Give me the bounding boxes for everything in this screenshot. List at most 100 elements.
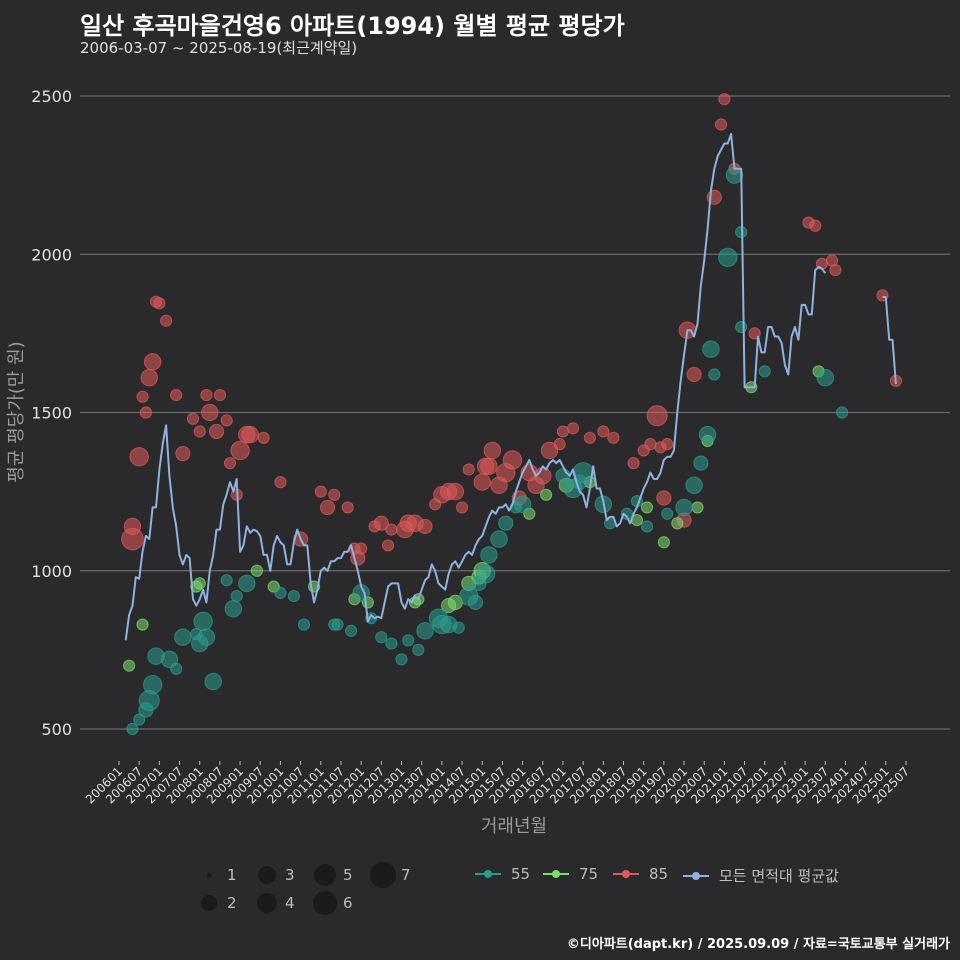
size-dot-icon (257, 865, 277, 885)
series-legend-item: 55 (475, 865, 530, 883)
scatter-point-55 (274, 586, 287, 600)
scatter-point-55 (685, 476, 703, 495)
scatter-point-85 (385, 523, 398, 536)
scatter-point-85 (230, 440, 250, 461)
size-legend-label: 4 (285, 894, 295, 912)
scatter-point-55 (331, 618, 344, 631)
scatter-point-85 (274, 476, 287, 489)
scatter-point-85 (140, 368, 159, 387)
scatter-point-55 (640, 520, 654, 533)
scatter-point-55 (133, 713, 146, 726)
scatter-point-85 (223, 457, 237, 470)
avg-line-segment (882, 296, 897, 385)
scatter-point-85 (208, 423, 225, 440)
grid-layer (80, 95, 950, 730)
scatter-point-75 (671, 517, 684, 530)
scatter-point-55 (490, 530, 508, 548)
legend-line-icon (683, 871, 709, 880)
scatter-point-55 (693, 455, 709, 471)
size-legend-item: 5 (311, 862, 353, 888)
scatter-point-85 (462, 463, 475, 476)
scatter-point-55 (758, 365, 771, 378)
scatter-point-55 (452, 621, 465, 634)
scatter-point-85 (213, 388, 226, 402)
scatter-point-55 (395, 653, 408, 666)
y-tick-label: 2500 (31, 87, 72, 106)
scatter-point-85 (644, 438, 657, 451)
scatter-point-55 (287, 589, 300, 603)
size-legend-item: 7 (369, 862, 411, 888)
scatter-point-55 (498, 515, 514, 531)
legend: 1 2 3 4 5 6 7 55 75 85 모든 면적대 평균값 (195, 862, 895, 922)
size-dot-icon (313, 891, 337, 915)
scatter-point-85 (597, 425, 610, 438)
scatter-point-85 (661, 438, 674, 451)
scatter-point-85 (201, 403, 219, 422)
scatter-point-85 (829, 263, 842, 277)
scatter-point-85 (121, 527, 144, 551)
size-legend-item: 3 (253, 862, 295, 888)
scatter-point-55 (402, 634, 415, 647)
scatter-point-55 (835, 406, 849, 419)
scatter-point-85 (220, 414, 233, 427)
scatter-point-55 (193, 611, 213, 632)
scatter-point-85 (686, 366, 702, 383)
scatter-point-55 (197, 628, 216, 646)
scatter-point-55 (416, 622, 434, 640)
chart-subtitle: 2006-03-07 ~ 2025-08-19(최근계약일) (80, 39, 358, 57)
scatter-point-55 (220, 574, 233, 587)
scatter-point-85 (417, 518, 433, 535)
legend-line-icon (543, 870, 569, 878)
scatter-point-55 (230, 589, 243, 603)
scatter-point-85 (139, 406, 153, 419)
scatter-point-85 (153, 297, 166, 310)
scatter-point-55 (375, 631, 388, 644)
scatter-point-75 (640, 501, 654, 514)
scatter-point-75 (193, 577, 206, 590)
scatter-point-55 (816, 368, 835, 387)
size-legend-label: 5 (343, 866, 353, 884)
size-dot-icon (206, 872, 212, 878)
scatter-point-55 (174, 628, 192, 646)
scatter-point-85 (170, 388, 183, 402)
scatter-point-85 (718, 93, 731, 106)
y-tick-label: 1000 (31, 562, 72, 581)
series-legend-item: 75 (543, 865, 598, 883)
y-axis: 500 1000 1500 2000 2500 (31, 87, 72, 739)
scatter-point-55 (698, 425, 717, 444)
legend-line-icon (475, 870, 501, 878)
scatter-point-85 (455, 501, 469, 514)
x-axis: 2006012006072007012007072008012008072009… (83, 761, 912, 807)
scatter-point-85 (540, 441, 559, 460)
scatter-point-85 (480, 457, 498, 476)
scatter-point-85 (175, 446, 191, 462)
legend-line-icon (613, 870, 639, 878)
scatter-point-55 (675, 498, 693, 517)
scatter-point-85 (193, 425, 206, 438)
size-legend-item: 2 (195, 890, 237, 916)
y-tick-label: 1500 (31, 404, 72, 423)
series-legend-item: 모든 면적대 평균값 (683, 865, 839, 886)
scatter-point-75 (691, 501, 704, 514)
scatter-point-75 (540, 488, 553, 501)
y-tick-label: 500 (41, 720, 72, 739)
scatter-point-85 (159, 314, 173, 327)
scatter-point-55 (385, 637, 398, 650)
scatter-point-85 (714, 118, 728, 131)
scatter-point-85 (129, 447, 149, 467)
size-legend-label: 2 (227, 894, 237, 912)
scatter-point-55 (467, 594, 484, 610)
scatter-point-75 (657, 536, 670, 549)
series-legend-label: 모든 면적대 평균값 (719, 867, 839, 885)
scatter-point-85 (136, 390, 149, 403)
size-legend-label: 1 (227, 866, 237, 884)
scatter-point-55 (142, 674, 163, 695)
avg-line-segment (124, 133, 827, 641)
scatter-point-85 (257, 431, 270, 444)
x-axis-label: 거래년월 (481, 816, 547, 837)
scatter-point-55 (708, 368, 721, 381)
scatter-layer (121, 93, 903, 736)
scatter-point-55 (702, 340, 720, 358)
scatter-point-85 (241, 425, 259, 444)
